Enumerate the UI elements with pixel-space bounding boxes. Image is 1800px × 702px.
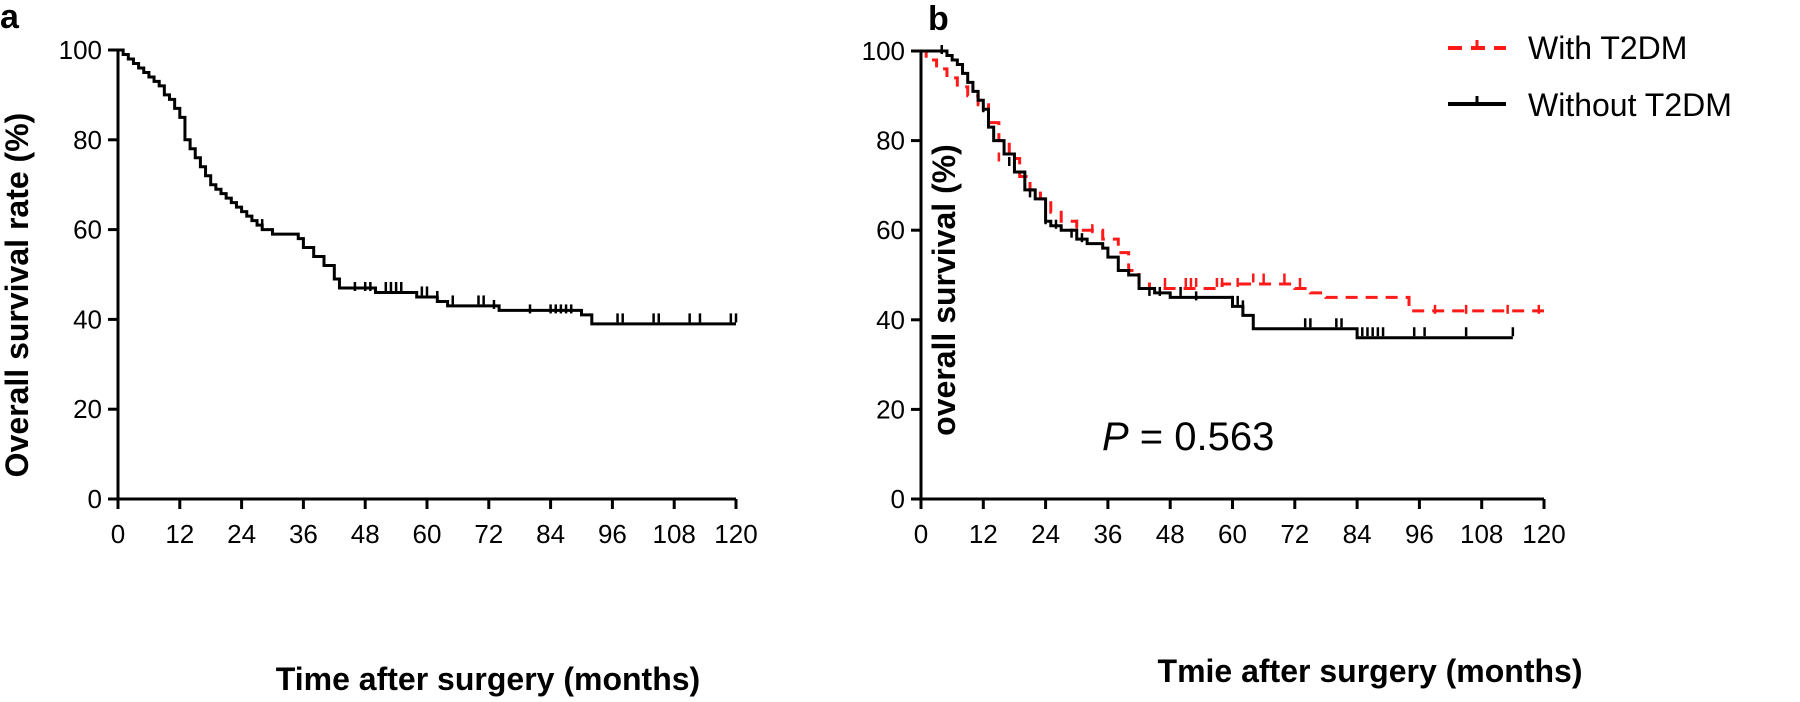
panel-b-y-tick-label: 40 [876, 305, 905, 335]
panel-b-y-tick-label: 100 [862, 36, 905, 66]
p-value-annotation: P = 0.563 [1102, 415, 1274, 459]
panel-a-series-0-curve [118, 48, 736, 326]
panel-a-x-tick-label: 48 [351, 519, 380, 549]
panel-a-y-tick-label: 100 [59, 35, 102, 65]
panel-b-x-tick-label: 36 [1093, 519, 1122, 549]
panel-b-label: b [928, 0, 949, 38]
panel-a-x-tick-label: 0 [111, 519, 125, 549]
legend-item-with-t2dm: With T2DM [1448, 30, 1687, 66]
panel-b-series-1-curve [921, 49, 1513, 340]
p-symbol: P [1102, 415, 1129, 459]
panel-a-x-tick-label: 12 [165, 519, 194, 549]
legend-label-without-t2dm: Without T2DM [1528, 87, 1732, 123]
legend-item-without-t2dm: Without T2DM [1448, 87, 1732, 123]
panel-a-y-tick-label: 20 [73, 394, 102, 424]
panel-a-chart: a Overall survival rate (%) Time after s… [0, 0, 758, 697]
panel-b-x-tick-label: 120 [1522, 519, 1565, 549]
panel-b-y-tick-label: 20 [876, 394, 905, 424]
legend-label-with-t2dm: With T2DM [1528, 30, 1687, 66]
panel-a-x-tick-label: 36 [289, 519, 318, 549]
panel-a-x-tick-label: 60 [413, 519, 442, 549]
panel-b-y-tick-label: 80 [876, 126, 905, 156]
panel-b-x-tick-label: 108 [1460, 519, 1503, 549]
panel-a-x-axis-label: Time after surgery (months) [276, 661, 700, 697]
p-value: = 0.563 [1129, 415, 1275, 459]
panel-a-y-tick-label: 80 [73, 125, 102, 155]
panel-a-y-tick-label: 0 [88, 484, 102, 514]
panel-b-chart: b overall survival (%) Tmie after surger… [862, 0, 1732, 689]
panel-b-x-tick-label: 0 [914, 519, 928, 549]
panel-b-x-tick-label: 48 [1156, 519, 1185, 549]
panel-b-x-tick-label: 84 [1343, 519, 1372, 549]
panel-a-y-tick-label: 40 [73, 304, 102, 334]
panel-b-x-tick-label: 12 [969, 519, 998, 549]
panel-b-x-tick-label: 60 [1218, 519, 1247, 549]
panel-a-label: a [0, 0, 20, 36]
panel-a-x-tick-label: 24 [227, 519, 256, 549]
panel-b-y-tick-label: 0 [891, 484, 905, 514]
panel-a-y-axis-label: Overall survival rate (%) [0, 113, 35, 478]
panel-b-x-axis-label: Tmie after surgery (months) [1158, 653, 1583, 689]
panel-b-x-tick-label: 24 [1031, 519, 1060, 549]
panel-a-x-tick-label: 96 [598, 519, 627, 549]
panel-a-y-tick-label: 60 [73, 215, 102, 245]
legend: With T2DM Without T2DM [1448, 30, 1732, 123]
panel-b-series-0-curve [921, 49, 1544, 313]
panel-b-x-tick-label: 72 [1280, 519, 1309, 549]
panel-a-x-tick-label: 72 [474, 519, 503, 549]
panel-a-x-tick-label: 108 [653, 519, 696, 549]
panel-a-x-tick-label: 120 [714, 519, 757, 549]
panel-a-x-tick-label: 84 [536, 519, 565, 549]
panel-b-y-axis-label: overall survival (%) [926, 144, 962, 436]
panel-b-y-tick-label: 60 [876, 215, 905, 245]
panel-b-x-tick-label: 96 [1405, 519, 1434, 549]
